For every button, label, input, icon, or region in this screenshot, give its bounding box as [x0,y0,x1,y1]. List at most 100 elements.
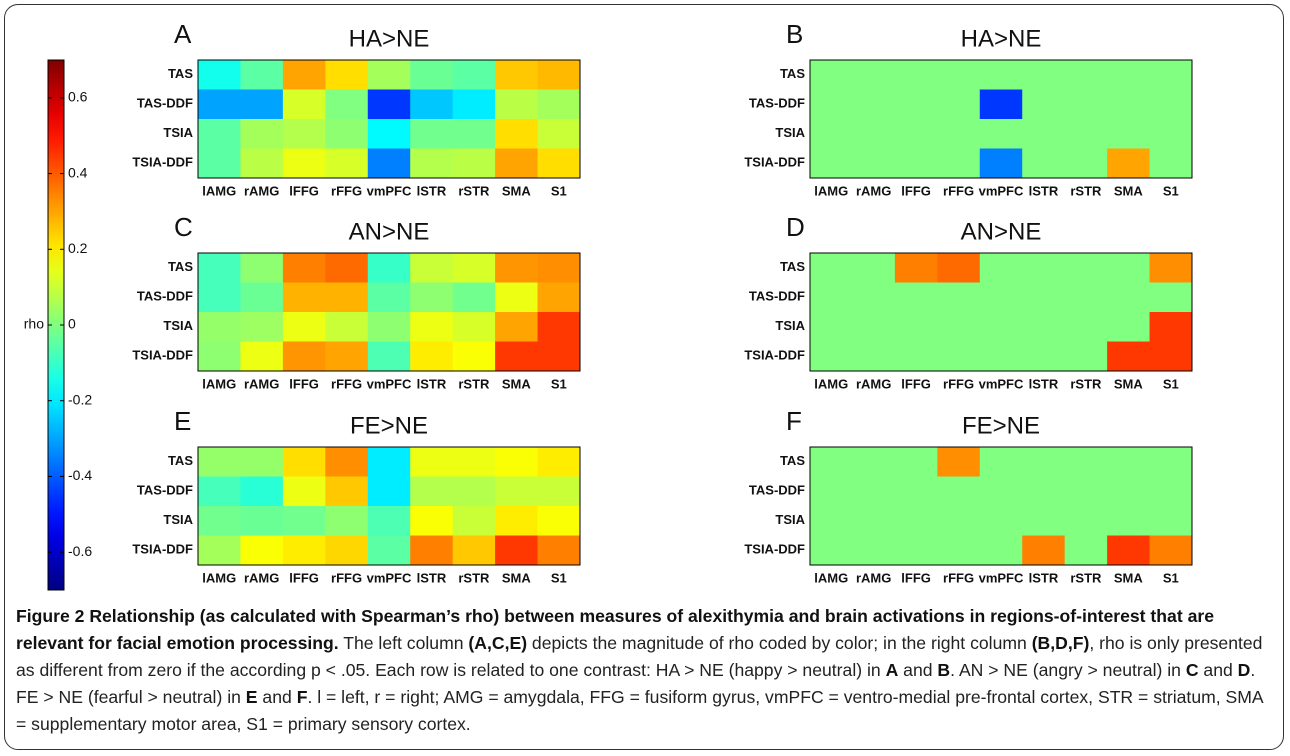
heatmap-cell [240,119,284,149]
heatmap-cell [240,282,284,313]
heatmap-cell [894,341,938,372]
y-tick-label: TSIA-DDF [132,542,193,557]
colorbar-tick-label: -0.2 [68,391,92,407]
heatmap-cell [325,89,369,120]
heatmap-cell [325,60,369,90]
heatmap-cell [325,282,369,313]
panel-letter: A [174,19,192,49]
heatmap-cell [452,447,496,477]
x-tick-label: lAMG [202,183,236,198]
heatmap-cell [367,89,411,120]
heatmap-cell [367,253,411,283]
heatmap-cell [1022,282,1066,313]
y-tick-label: TSIA [163,125,193,140]
heatmap-cell [367,535,411,566]
heatmap-cell [1022,506,1066,536]
heatmap-cell [852,447,896,477]
heatmap-cell [937,89,981,120]
heatmap-cell [452,119,496,149]
heatmap-cell [1107,506,1151,536]
heatmap-cell [537,89,581,120]
heatmap-cell [979,535,1023,566]
panel-letter: C [174,212,193,242]
heatmap-cell [852,89,896,120]
heatmap-cell [325,447,369,477]
caption-text: D [1237,660,1251,680]
heatmap-cell [1149,148,1193,179]
colorbar-tick-label: -0.4 [68,467,92,483]
heatmap-cell [852,60,896,90]
x-tick-label: rSTR [458,570,490,585]
heatmap-cell [894,119,938,149]
caption-text: and [898,660,938,680]
heatmap-cell [410,447,454,477]
heatmap-cell [810,506,853,536]
heatmap-cell [452,312,496,342]
caption-text: Figure 2 Relationship (as calculated wit… [16,606,1214,653]
x-tick-label: rSTR [458,376,490,391]
heatmap-cell [1149,312,1193,342]
heatmap-cell [937,476,981,507]
heatmap-cell [852,119,896,149]
heatmap-cell [367,341,411,372]
y-tick-label: TAS [168,66,193,81]
y-tick-label: TAS [780,66,805,81]
heatmap-cell [1149,282,1193,313]
heatmap-cell [410,476,454,507]
colorbar-tick-label: -0.6 [68,543,92,559]
heatmap-cell [198,282,241,313]
x-tick-label: lSTR [1029,376,1059,391]
x-tick-label: rAMG [244,183,279,198]
figure: 0.6 0.4 0.2 0 -0.2 -0.4 -0.6 rho A HA>NE TAS TAS-DD… [24,19,1193,591]
caption-text: (B,D,F) [1031,633,1090,653]
x-tick-label: lFFG [901,570,931,585]
heatmap-cell [282,535,326,566]
heatmap-cell [1022,535,1066,566]
heatmap-cell [937,535,981,566]
heatmap-cell [537,148,581,179]
heatmap-cell [1064,476,1108,507]
heatmap-cell [240,312,284,342]
heatmap-cell [198,148,241,179]
y-tick-label: TAS-DDF [749,483,805,498]
x-tick-label: rFFG [943,183,974,198]
plot-frame [809,59,1193,179]
heatmap-cell [282,89,326,120]
heatmap-cell [282,119,326,149]
heatmap-cell [240,60,284,90]
y-tick-label: TAS-DDF [137,289,193,304]
heatmap-cell [537,341,581,372]
heatmap-cell [537,535,581,566]
heatmap-cell [198,476,241,507]
heatmap-cell [1149,89,1193,120]
panel-title: HA>NE [961,25,1042,52]
heatmap-cell [410,89,454,120]
heatmap-cell [1149,253,1193,283]
heatmap-cell [537,506,581,536]
heatmap-cell [1022,119,1066,149]
heatmap-cell [810,447,853,477]
heatmap-cell [1149,447,1193,477]
x-tick-label: lFFG [289,183,319,198]
heatmap-cell [495,476,539,507]
x-tick-label: lAMG [814,183,848,198]
heatmap-cell [979,447,1023,477]
x-tick-label: SMA [502,376,532,391]
x-tick-label: rFFG [331,376,362,391]
heatmap-cell [810,119,853,149]
heatmap-cell [1107,312,1151,342]
heatmap-cell [198,253,241,283]
heatmap-cell [937,506,981,536]
heatmap-cell [1022,253,1066,283]
heatmap-cell [198,506,241,536]
heatmap-cell [894,148,938,179]
colorbar-tick-label: 0.6 [68,89,88,105]
heatmap-cell [937,148,981,179]
heatmap-cell [495,119,539,149]
x-tick-label: rAMG [856,376,891,391]
x-tick-label: lFFG [289,376,319,391]
heatmap-cell [367,447,411,477]
x-tick-label: SMA [1114,570,1144,585]
panel-letter: E [174,406,191,436]
colorbar-label: rho [24,316,44,332]
